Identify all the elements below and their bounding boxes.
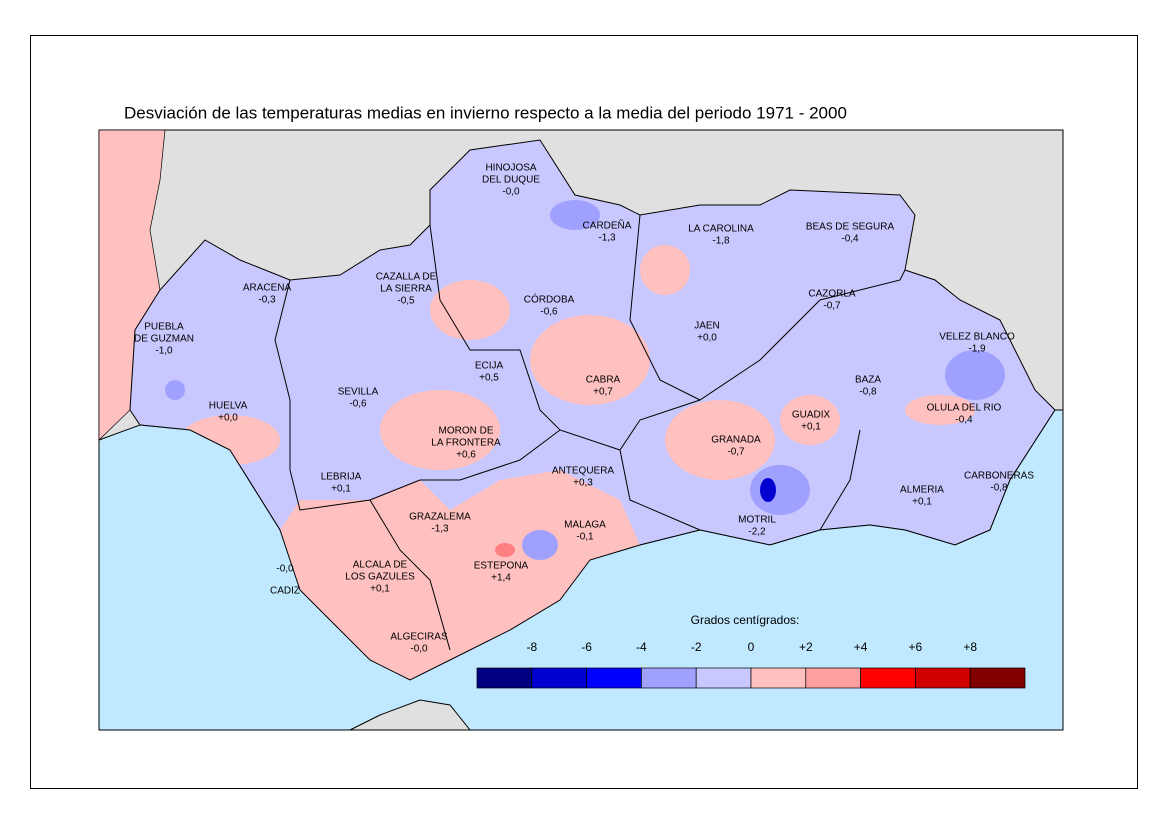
- cold-areas: [165, 200, 1005, 560]
- station-value: -0,7: [727, 447, 745, 458]
- station-value: -0,4: [841, 234, 859, 245]
- legend-swatch: [805, 667, 861, 689]
- station-value: -1,8: [712, 236, 730, 247]
- legend-label: +4: [854, 640, 868, 654]
- station-value: -0,1: [576, 532, 594, 543]
- legend-swatch: [969, 667, 1026, 689]
- legend-swatch: [750, 667, 807, 689]
- legend-label: +6: [909, 640, 923, 654]
- map: [98, 129, 1064, 731]
- legend-swatch: [695, 667, 752, 689]
- station-value: -2,2: [748, 527, 766, 538]
- station-name: MORON DE: [439, 426, 494, 437]
- station-name: LOS GAZULES: [345, 572, 415, 583]
- sea: [98, 409, 1064, 731]
- station-name: OLULA DEL RIO: [927, 403, 1002, 414]
- station-name: HINOJOSA: [485, 163, 536, 174]
- station-name: CAZORLA: [808, 289, 856, 300]
- station-value: +0,0: [697, 333, 717, 344]
- station-name: ESTEPONA: [474, 561, 529, 572]
- station-name: CADIZ: [270, 586, 300, 597]
- station-value: +0,5: [479, 373, 499, 384]
- station-value: -0,3: [258, 295, 276, 306]
- station-value: +0,1: [801, 422, 821, 433]
- map-title: Desviación de las temperaturas medias en…: [124, 103, 847, 122]
- legend-swatch: [641, 667, 697, 689]
- station-name: VELEZ BLANCO: [939, 332, 1015, 343]
- station-name: BAZA: [855, 375, 881, 386]
- station-value: -0,8: [990, 483, 1008, 494]
- station-value: -0,6: [349, 399, 367, 410]
- station-name: PUEBLA: [144, 322, 184, 333]
- station-value: +0,3: [573, 478, 593, 489]
- station-name: ALGECIRAS: [390, 632, 448, 643]
- station-name: CABRA: [586, 375, 621, 386]
- legend-swatch: [915, 667, 971, 689]
- station-name: ECIJA: [475, 361, 504, 372]
- station-name: LEBRIJA: [321, 472, 362, 483]
- legend-label: -8: [526, 640, 537, 654]
- legend-label: 0: [748, 640, 755, 654]
- station-value: -0,8: [859, 387, 877, 398]
- legend-swatch: [586, 667, 642, 689]
- station-name: GUADIX: [792, 410, 831, 421]
- station-value: -0,5: [397, 296, 415, 307]
- station-name: MOTRIL: [738, 515, 776, 526]
- station-value: -0,0: [502, 187, 520, 198]
- station-name: DEL DUQUE: [482, 175, 540, 186]
- station-value: -0,6: [540, 307, 558, 318]
- station-name: CARDEÑA: [583, 219, 632, 232]
- station-name: LA FRONTERA: [431, 438, 501, 449]
- legend-label: +8: [963, 640, 977, 654]
- station-value: -0,0: [276, 564, 294, 575]
- station-value: -1,3: [598, 233, 616, 244]
- station-value: +0,1: [331, 484, 351, 495]
- station-name: HUELVA: [209, 401, 248, 412]
- station-name: LA SIERRA: [380, 284, 432, 295]
- legend-label: -2: [691, 640, 702, 654]
- station-value: +0,7: [593, 387, 613, 398]
- station-name: MALAGA: [564, 520, 606, 531]
- station-name: CÓRDOBA: [524, 293, 575, 306]
- station-name: GRAZALEMA: [409, 512, 471, 523]
- province-borders: [274, 214, 906, 651]
- station-name: ARACENA: [243, 283, 292, 294]
- legend-swatch: [860, 667, 916, 689]
- station-name: LA CAROLINA: [688, 224, 754, 235]
- legend-title: Grados centígrados:: [691, 613, 800, 627]
- station-value: +1,4: [491, 573, 511, 584]
- station-name: DE GUZMAN: [134, 334, 194, 345]
- warm-core: [495, 543, 515, 557]
- station-name: CAZALLA DE: [376, 272, 437, 283]
- station-value: -1,9: [968, 344, 986, 355]
- legend-swatch: [531, 667, 587, 689]
- legend-label: -4: [636, 640, 647, 654]
- morocco: [349, 699, 472, 731]
- legend-swatch: [476, 667, 533, 689]
- legend-label: +2: [799, 640, 813, 654]
- station-name: BEAS DE SEGURA: [806, 222, 895, 233]
- station-value: -1,3: [431, 524, 449, 535]
- station-name: CARBONERAS: [964, 471, 1034, 482]
- station-value: -0,7: [823, 301, 841, 312]
- station-name: GRANADA: [711, 435, 761, 446]
- cold-core: [760, 478, 776, 502]
- station-name: SEVILLA: [338, 387, 379, 398]
- legend: Grados centígrados: -8 -6 -4 -2 0 +2 +4 +6 +8: [476, 613, 1026, 689]
- legend-label: -6: [581, 640, 592, 654]
- station-value: +0,1: [370, 584, 390, 595]
- station-value: +0,0: [218, 413, 238, 424]
- station-name: JAEN: [694, 321, 720, 332]
- warm-areas: [180, 245, 975, 680]
- station-value: -0,4: [955, 415, 973, 426]
- station-value: +0,1: [912, 497, 932, 508]
- station-name: ALCALA DE: [353, 560, 408, 571]
- station-value: -1,0: [155, 346, 173, 357]
- station-value: -0,0: [410, 644, 428, 655]
- station-value: +0,6: [456, 450, 476, 461]
- station-name: ANTEQUERA: [552, 466, 615, 477]
- station-name: ALMERIA: [900, 485, 944, 496]
